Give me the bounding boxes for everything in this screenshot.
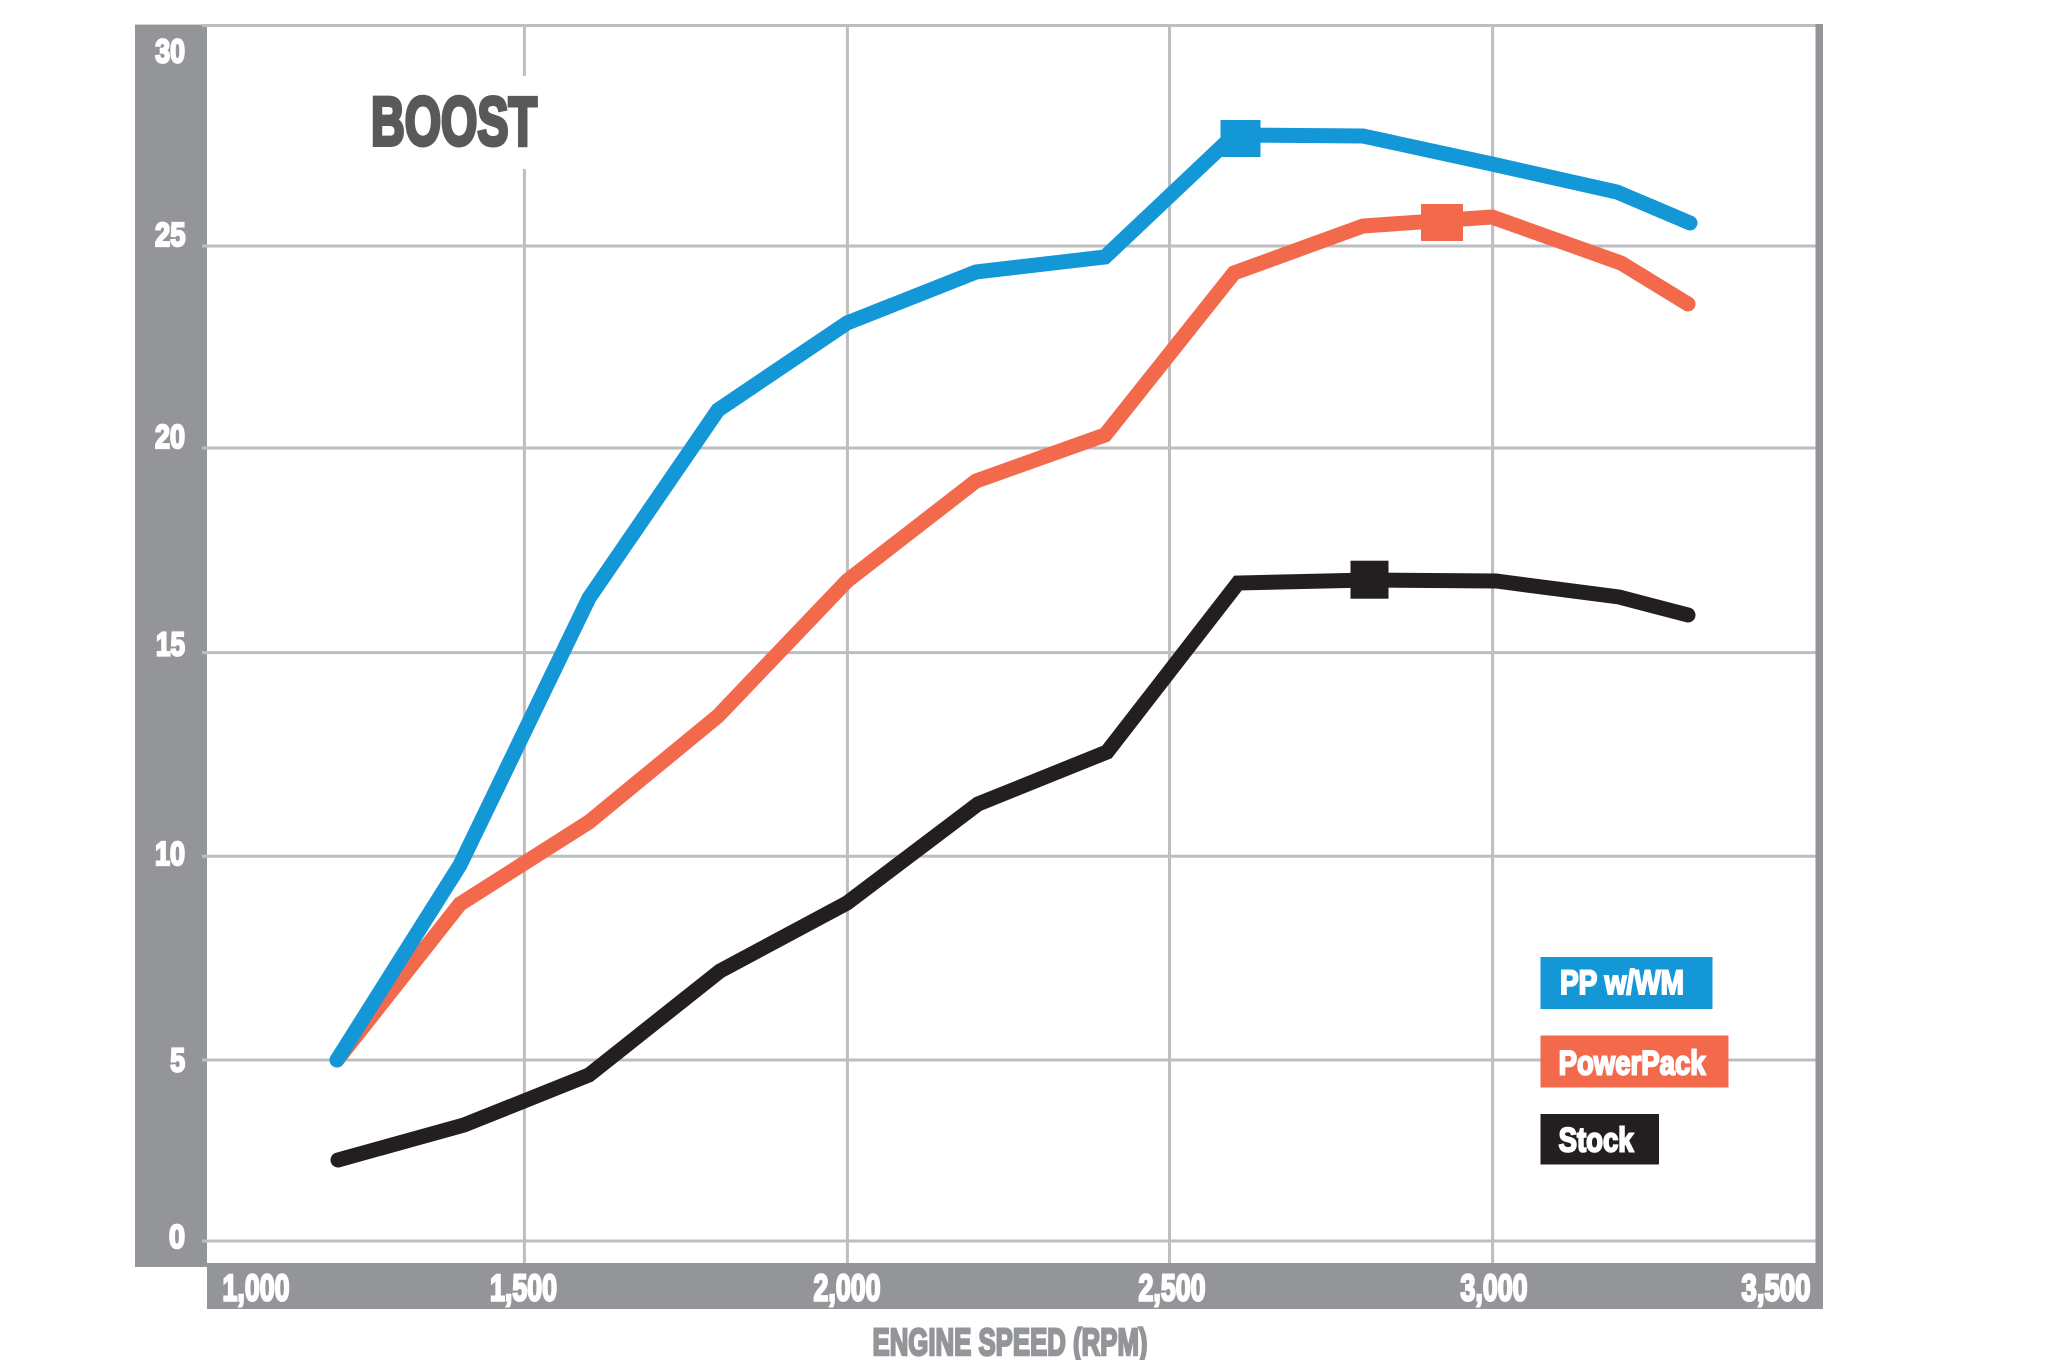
svg-text:2,000: 2,000: [814, 1267, 881, 1309]
svg-text:PP w/WM: PP w/WM: [1560, 964, 1684, 1002]
svg-text:ENGINE SPEED (RPM): ENGINE SPEED (RPM): [873, 1322, 1148, 1360]
svg-text:25: 25: [155, 216, 186, 253]
svg-text:BOOST: BOOST: [371, 83, 537, 160]
svg-text:Stock: Stock: [1559, 1122, 1634, 1160]
svg-text:PowerPack: PowerPack: [1559, 1045, 1706, 1083]
svg-text:15: 15: [156, 626, 185, 663]
svg-text:30: 30: [155, 33, 185, 70]
svg-text:20: 20: [155, 418, 185, 455]
svg-text:10: 10: [155, 835, 185, 872]
svg-text:5: 5: [170, 1042, 185, 1079]
svg-text:3,500: 3,500: [1742, 1267, 1811, 1309]
svg-text:0: 0: [169, 1218, 185, 1255]
svg-text:1,000: 1,000: [223, 1267, 290, 1309]
svg-text:1,500: 1,500: [490, 1267, 557, 1309]
svg-text:3,000: 3,000: [1461, 1267, 1528, 1309]
svg-text:2,500: 2,500: [1139, 1267, 1206, 1309]
